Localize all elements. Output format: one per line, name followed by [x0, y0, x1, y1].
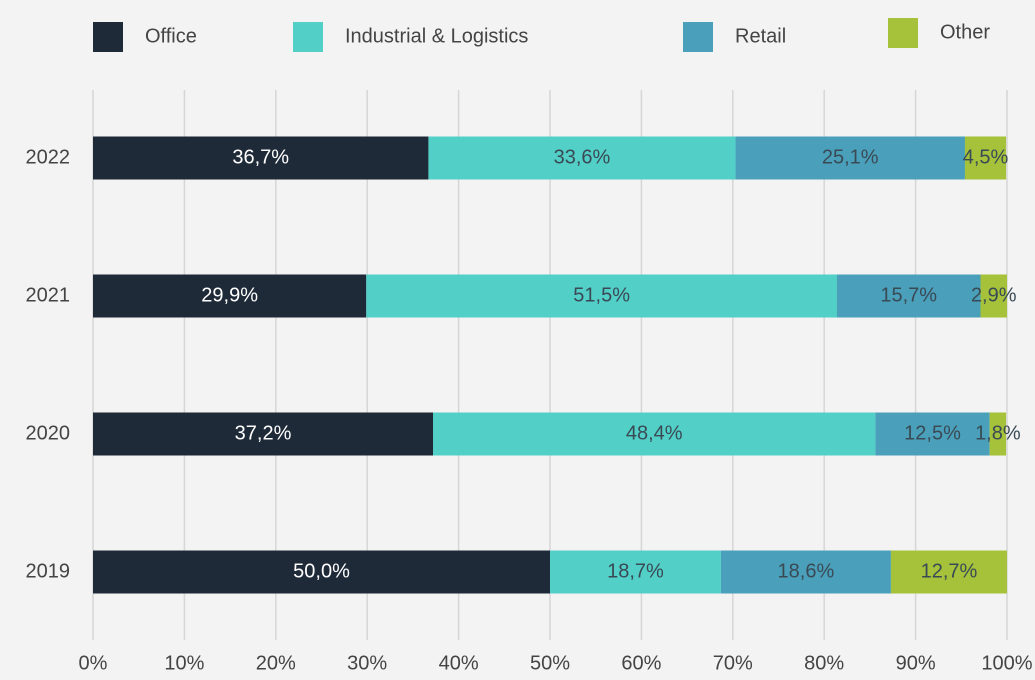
- y-tick-label: 2021: [26, 284, 71, 306]
- bar-segment: [93, 274, 367, 318]
- x-tick-label: 40%: [439, 652, 479, 674]
- data-label: 18,6%: [778, 560, 835, 582]
- x-tick-label: 20%: [256, 652, 296, 674]
- x-tick-label: 30%: [347, 652, 387, 674]
- bar-segment: [550, 550, 721, 594]
- y-tick-label: 2022: [26, 146, 71, 168]
- x-tick-label: 90%: [896, 652, 936, 674]
- bar-segment: [890, 550, 1007, 594]
- bar-segment: [93, 136, 429, 180]
- bar-segment: [836, 274, 981, 318]
- bar-segment: [93, 550, 550, 594]
- bar-segment: [433, 412, 876, 456]
- legend-label: Other: [940, 21, 990, 43]
- legend-swatch: [683, 22, 713, 52]
- bar-segment: [980, 274, 1007, 318]
- bar-segment: [93, 412, 434, 456]
- data-label: 15,7%: [880, 284, 937, 306]
- legend-swatch: [93, 22, 123, 52]
- bar-segment: [875, 412, 990, 456]
- data-label: 25,1%: [822, 146, 879, 168]
- y-tick-label: 2020: [26, 422, 71, 444]
- data-label: 51,5%: [573, 284, 630, 306]
- data-label: 12,7%: [921, 560, 978, 582]
- legend-label: Office: [145, 25, 197, 47]
- bar-segment: [964, 136, 1007, 180]
- data-label: 4,5%: [963, 146, 1009, 168]
- y-tick-label: 2019: [26, 560, 71, 582]
- x-tick-label: 50%: [530, 652, 570, 674]
- data-label: 1,8%: [975, 422, 1021, 444]
- data-label: 29,9%: [201, 284, 258, 306]
- data-label: 50,0%: [293, 560, 350, 582]
- legend-swatch: [293, 22, 323, 52]
- x-tick-label: 60%: [621, 652, 661, 674]
- legend-label: Retail: [735, 25, 786, 47]
- x-tick-label: 10%: [164, 652, 204, 674]
- data-label: 12,5%: [904, 422, 961, 444]
- data-label: 36,7%: [232, 146, 289, 168]
- data-label: 37,2%: [235, 422, 292, 444]
- x-tick-label: 0%: [79, 652, 108, 674]
- data-label: 33,6%: [554, 146, 611, 168]
- data-label: 18,7%: [607, 560, 664, 582]
- bar-segment: [989, 412, 1007, 456]
- bar-segment: [735, 136, 965, 180]
- x-tick-label: 80%: [804, 652, 844, 674]
- bar-segment: [366, 274, 837, 318]
- legend-swatch: [888, 18, 918, 48]
- bar-segment: [720, 550, 891, 594]
- legend-label: Industrial & Logistics: [345, 25, 528, 47]
- x-tick-label: 70%: [713, 652, 753, 674]
- bar-segment: [428, 136, 736, 180]
- data-label: 2,9%: [971, 284, 1017, 306]
- data-label: 48,4%: [626, 422, 683, 444]
- x-tick-label: 100%: [981, 652, 1032, 674]
